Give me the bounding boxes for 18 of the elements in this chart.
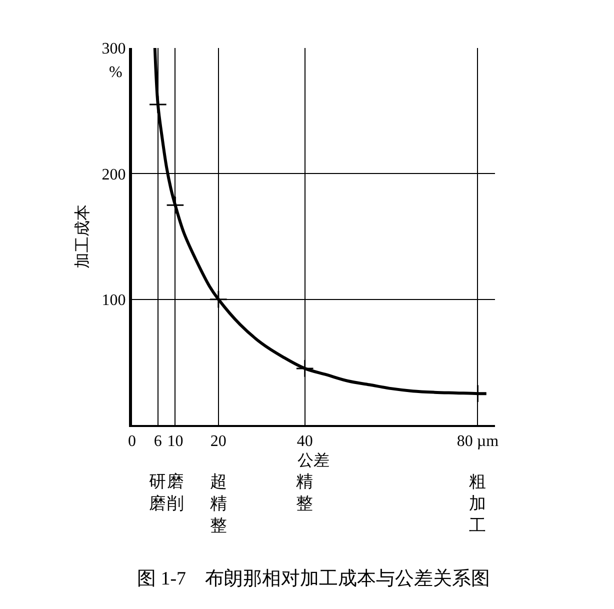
x-tick-label: 10 (167, 433, 184, 450)
x-tick-label: 80 µm (456, 433, 500, 450)
y-tick-label: 300 (102, 40, 126, 58)
x-tick-label: 20 (210, 433, 226, 450)
text: % (109, 64, 122, 81)
text: 精整 (296, 472, 313, 514)
x-axis-title: 公差 (298, 451, 330, 470)
x-tick-label: 0 (128, 433, 136, 450)
text: 图 1-7 布朗那相对加工成本与公差关系图 (136, 568, 490, 590)
x-tick-label: 6 (154, 433, 162, 450)
text: 磨削 (167, 472, 184, 514)
y-tick-label: 100 (102, 292, 126, 309)
x-tick-label: 40 (296, 433, 313, 450)
y-axis-title: 加工成本 (74, 204, 92, 268)
text: 超精整 (210, 472, 227, 536)
y-tick-label: 200 (102, 166, 126, 184)
text: 粗加工 (469, 472, 486, 536)
text: 研磨 (149, 472, 166, 514)
